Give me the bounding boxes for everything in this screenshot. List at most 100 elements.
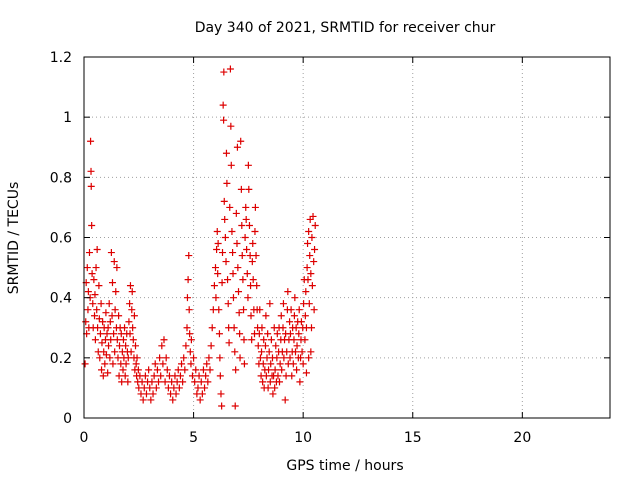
data-point [221, 234, 229, 241]
data-point [179, 378, 187, 386]
data-point [307, 348, 315, 356]
data-point [107, 249, 115, 257]
data-point [188, 372, 196, 380]
data-point [191, 378, 199, 386]
data-point [258, 348, 266, 356]
data-point [122, 360, 130, 368]
data-point [84, 306, 92, 314]
data-point [279, 324, 287, 332]
data-point [199, 366, 207, 374]
data-point [301, 336, 309, 344]
data-point [244, 161, 252, 169]
data-point [128, 306, 136, 314]
data-point [181, 366, 189, 374]
data-point [190, 354, 198, 362]
data-point [104, 324, 112, 332]
data-point [249, 276, 257, 284]
data-point [127, 348, 135, 356]
data-point [243, 246, 251, 254]
data-point [303, 264, 311, 272]
data-point [196, 396, 204, 404]
data-point [128, 288, 136, 296]
data-point [96, 330, 104, 338]
data-point [176, 372, 184, 380]
data-point [258, 324, 266, 332]
y-tick-label: 0.4 [50, 291, 72, 307]
data-point [296, 378, 304, 386]
data-point [254, 342, 262, 350]
data-point [253, 282, 261, 290]
data-point [293, 342, 301, 350]
data-point [273, 354, 281, 362]
data-point [185, 252, 193, 260]
data-point [145, 366, 153, 374]
data-point [223, 179, 231, 187]
data-point [115, 372, 123, 380]
data-point [219, 101, 227, 109]
data-point [220, 197, 228, 205]
y-tick-label: 0.8 [50, 170, 72, 186]
data-point [92, 264, 100, 272]
data-point [106, 354, 114, 362]
data-point [87, 167, 95, 175]
data-point [310, 306, 318, 314]
data-point [132, 342, 140, 350]
data-point [162, 354, 170, 362]
data-point [87, 182, 95, 190]
data-point [295, 330, 303, 338]
data-point [280, 354, 288, 362]
data-point [244, 294, 252, 302]
y-tick-label: 1 [63, 110, 72, 126]
data-point [304, 276, 312, 284]
data-point [238, 221, 246, 229]
data-point [231, 402, 239, 410]
data-point [130, 312, 138, 320]
data-point [259, 360, 267, 368]
y-axis-label: SRMTID / TECUs [6, 182, 22, 295]
data-point [184, 276, 192, 284]
data-point [158, 342, 166, 350]
data-point [133, 354, 141, 362]
data-point [259, 378, 267, 386]
data-point [306, 252, 314, 260]
data-point [215, 330, 223, 338]
data-point [245, 185, 253, 193]
data-point [124, 378, 132, 386]
x-tick-label: 10 [294, 430, 312, 446]
data-point [119, 366, 127, 374]
data-point [228, 227, 236, 235]
data-point [88, 270, 96, 278]
data-point [256, 306, 264, 314]
data-point [287, 306, 295, 314]
data-point [108, 312, 116, 320]
data-point [157, 372, 165, 380]
data-point [276, 360, 284, 368]
data-point [118, 378, 126, 386]
data-point [112, 288, 120, 296]
data-point [106, 318, 114, 326]
data-point [104, 369, 112, 377]
data-point [220, 116, 228, 124]
data-point [113, 264, 121, 272]
data-point [129, 336, 137, 344]
data-point [221, 215, 229, 223]
data-point [99, 372, 107, 380]
data-point [292, 324, 300, 332]
data-point [149, 390, 157, 398]
data-point [242, 203, 250, 211]
data-point [156, 354, 164, 362]
data-point [281, 396, 289, 404]
data-point [225, 339, 233, 347]
data-point [311, 221, 319, 229]
data-point [101, 360, 109, 368]
data-point [237, 137, 245, 145]
data-point [261, 342, 269, 350]
data-point [105, 342, 113, 350]
data-point [236, 354, 244, 362]
data-point [298, 348, 306, 356]
data-point [260, 336, 268, 344]
data-point [227, 122, 235, 130]
data-point [175, 384, 183, 392]
data-point [172, 390, 180, 398]
